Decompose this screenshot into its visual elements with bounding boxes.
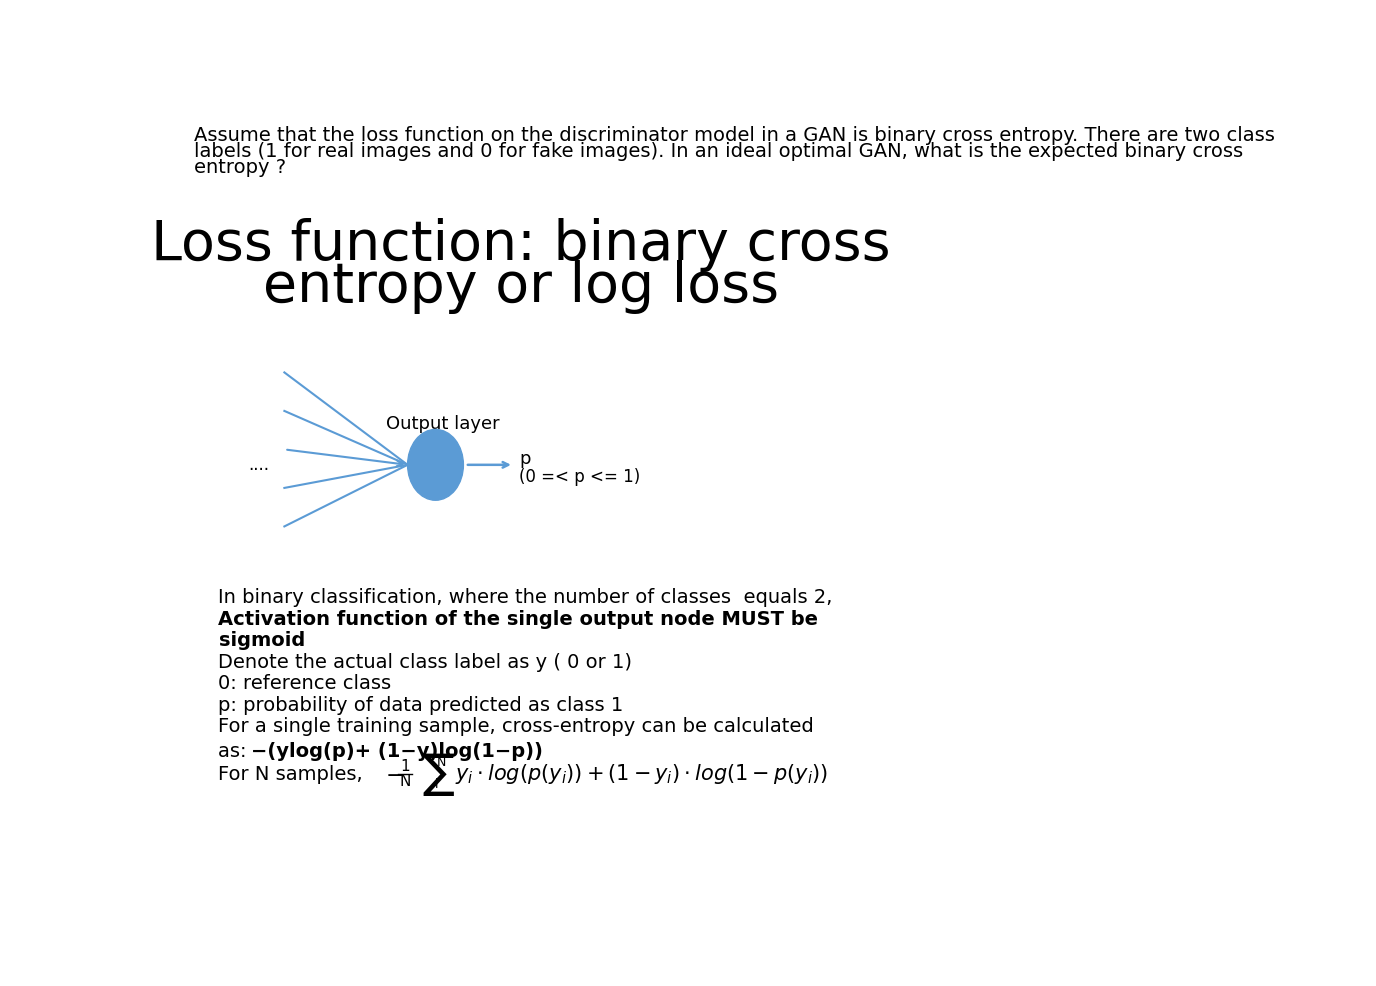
- Text: Activation function of the single output node MUST be: Activation function of the single output…: [219, 609, 819, 629]
- Text: $y_i \cdot log(p(y_i)) + (1 - y_i) \cdot log(1 - p(y_i))$: $y_i \cdot log(p(y_i)) + (1 - y_i) \cdot…: [455, 762, 828, 787]
- Text: $-$: $-$: [385, 764, 403, 784]
- Text: For N samples,: For N samples,: [219, 765, 376, 784]
- Ellipse shape: [407, 429, 464, 500]
- Text: (0 =< p <= 1): (0 =< p <= 1): [519, 468, 640, 486]
- Text: Output layer: Output layer: [387, 415, 499, 433]
- Text: $\sum$: $\sum$: [422, 751, 455, 798]
- Text: as:: as:: [219, 742, 260, 761]
- Text: Assume that the loss function on the discriminator model in a GAN is binary cros: Assume that the loss function on the dis…: [194, 126, 1274, 145]
- Text: 1: 1: [400, 759, 410, 774]
- Text: p: p: [519, 450, 531, 467]
- Text: −(ylog(p)+ (1−y)log(1−p)): −(ylog(p)+ (1−y)log(1−p)): [250, 742, 544, 761]
- Text: labels (1 for real images and 0 for fake images). In an ideal optimal GAN, what : labels (1 for real images and 0 for fake…: [194, 142, 1243, 161]
- Text: For a single training sample, cross-entropy can be calculated: For a single training sample, cross-entr…: [219, 718, 815, 737]
- Text: N: N: [436, 755, 446, 768]
- Text: 0: reference class: 0: reference class: [219, 674, 392, 693]
- Text: In binary classification, where the number of classes  equals 2,: In binary classification, where the numb…: [219, 588, 832, 607]
- Text: N: N: [399, 774, 411, 789]
- Text: ....: ....: [248, 456, 268, 474]
- Text: sigmoid: sigmoid: [219, 631, 304, 650]
- Text: p: probability of data predicted as class 1: p: probability of data predicted as clas…: [219, 696, 623, 715]
- Text: Denote the actual class label as y ( 0 or 1): Denote the actual class label as y ( 0 o…: [219, 653, 633, 671]
- Text: entropy ?: entropy ?: [194, 159, 286, 177]
- Text: Loss function: binary cross: Loss function: binary cross: [151, 219, 890, 272]
- Text: entropy or log loss: entropy or log loss: [263, 260, 779, 314]
- Text: i: i: [435, 778, 438, 791]
